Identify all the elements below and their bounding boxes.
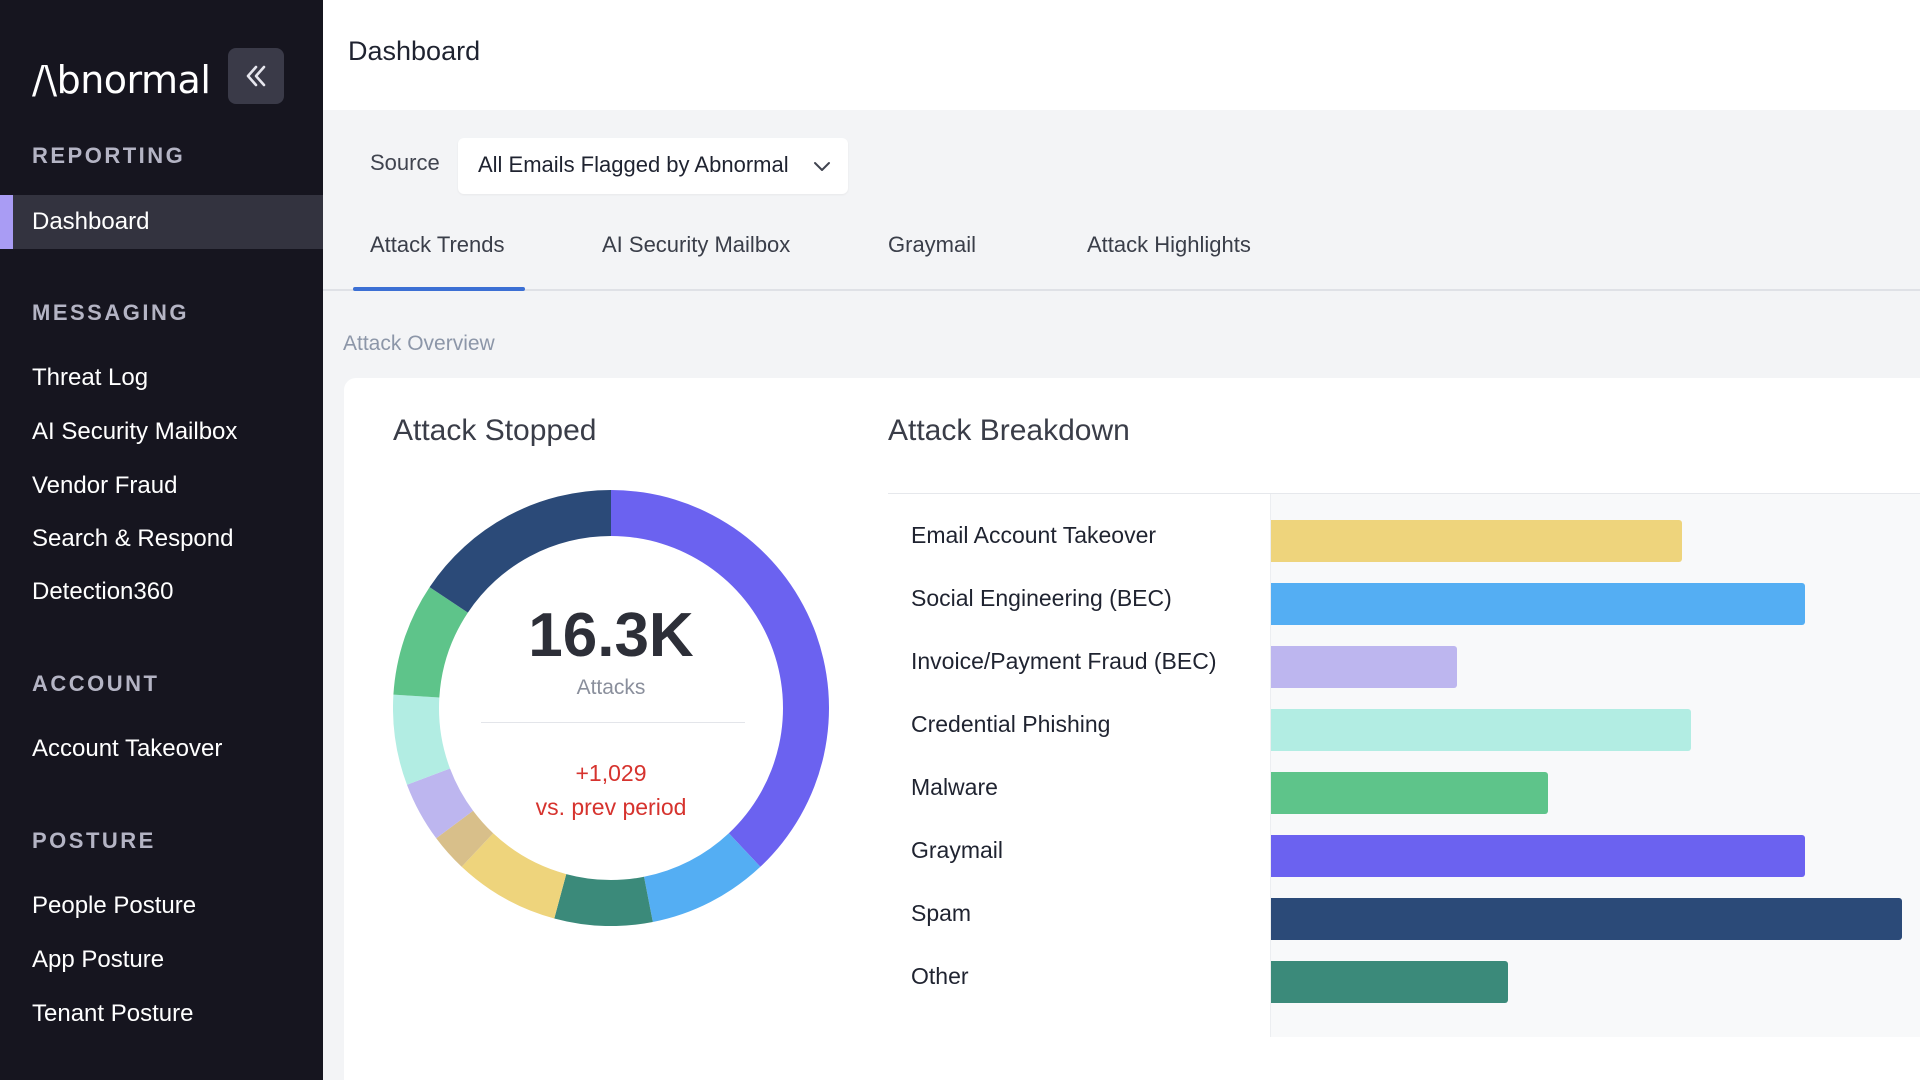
breakdown-bar-spam bbox=[1271, 898, 1902, 940]
tab-graymail[interactable]: Graymail bbox=[888, 232, 977, 257]
breakdown-label-other: Other bbox=[911, 963, 969, 989]
breakdown-bar-email-account-takeover bbox=[1271, 520, 1682, 562]
logo-row: /\bnormal bbox=[32, 48, 292, 112]
source-dropdown-value: All Emails Flagged by Abnormal bbox=[478, 152, 789, 177]
section-label-posture: POSTURE bbox=[32, 828, 156, 853]
section-heading-attack-overview: Attack Overview bbox=[343, 332, 495, 355]
tab-bar: Attack Trends AI Security Mailbox Grayma… bbox=[323, 225, 1920, 291]
tab-ai-security-mailbox[interactable]: AI Security Mailbox bbox=[602, 232, 791, 257]
section-label-reporting: REPORTING bbox=[32, 143, 186, 168]
donut-slice-unknown bbox=[436, 810, 494, 867]
sidebar-item-ai-security-mailbox[interactable]: AI Security Mailbox bbox=[32, 418, 238, 445]
donut-slice-email-account-takeover bbox=[461, 833, 567, 919]
donut-slice-spam bbox=[429, 490, 611, 613]
attacks-total-label: Attacks bbox=[576, 676, 646, 699]
sidebar-item-account-takeover[interactable]: Account Takeover bbox=[32, 735, 223, 762]
sidebar-item-people-posture[interactable]: People Posture bbox=[32, 892, 197, 919]
breakdown-top-divider bbox=[888, 493, 1920, 494]
sidebar-item-dashboard[interactable]: Dashboard bbox=[0, 195, 323, 249]
sidebar-item-search-respond[interactable]: Search & Respond bbox=[32, 525, 234, 552]
breakdown-bar-credential-phishing bbox=[1271, 709, 1691, 751]
breakdown-bar-graymail bbox=[1271, 835, 1805, 877]
sidebar: /\bnormal REPORTING Dashboard MESSAGING … bbox=[0, 0, 323, 1080]
donut-slice-other bbox=[554, 874, 653, 926]
breakdown-label-graymail: Graymail bbox=[911, 837, 1004, 863]
breakdown-bar-malware bbox=[1271, 772, 1548, 814]
collapse-sidebar-button[interactable] bbox=[228, 48, 284, 104]
breakdown-label-credential-phishing: Credential Phishing bbox=[911, 711, 1111, 737]
sidebar-item-detection360[interactable]: Detection360 bbox=[32, 578, 174, 605]
source-dropdown[interactable]: All Emails Flagged by Abnormal bbox=[458, 138, 848, 194]
sidebar-item-threat-log[interactable]: Threat Log bbox=[32, 364, 149, 391]
abnormal-logo: /\bnormal bbox=[32, 58, 211, 102]
donut-slice-malware bbox=[393, 587, 468, 698]
tab-attack-trends[interactable]: Attack Trends bbox=[370, 232, 505, 257]
sidebar-item-app-posture[interactable]: App Posture bbox=[32, 946, 165, 973]
attacks-change-value: +1,029 bbox=[575, 760, 647, 786]
donut-slice-invoice-payment-fraud-bec bbox=[406, 768, 474, 839]
section-label-account: ACCOUNT bbox=[32, 671, 160, 696]
breakdown-label-invoice-payment-fraud-bec: Invoice/Payment Fraud (BEC) bbox=[911, 648, 1217, 674]
donut-slice-credential-phishing bbox=[393, 694, 451, 785]
donut-slice-social-engineering-bec bbox=[644, 833, 761, 922]
tab-attack-highlights[interactable]: Attack Highlights bbox=[1087, 232, 1251, 257]
breakdown-bar-invoice-payment-fraud-bec bbox=[1271, 646, 1457, 688]
sidebar-item-tenant-posture[interactable]: Tenant Posture bbox=[32, 1000, 194, 1027]
breakdown-label-email-account-takeover: Email Account Takeover bbox=[911, 522, 1157, 548]
breakdown-label-malware: Malware bbox=[911, 774, 998, 800]
page-title: Dashboard bbox=[348, 36, 481, 66]
chevron-down-icon bbox=[814, 162, 830, 171]
breakdown-label-social-engineering-bec: Social Engineering (BEC) bbox=[911, 585, 1172, 611]
breakdown-bar-social-engineering-bec bbox=[1271, 583, 1805, 625]
breakdown-plot-area bbox=[1270, 494, 1920, 1037]
attack-stopped-donut-chart bbox=[393, 490, 829, 926]
double-chevron-left-icon bbox=[246, 65, 266, 87]
donut-divider bbox=[481, 722, 745, 723]
top-header: Dashboard bbox=[323, 0, 1920, 110]
attack-breakdown-title: Attack Breakdown bbox=[888, 414, 1130, 447]
source-label: Source bbox=[370, 150, 440, 175]
active-tab-indicator bbox=[353, 287, 525, 291]
sidebar-item-vendor-fraud[interactable]: Vendor Fraud bbox=[32, 472, 178, 499]
attacks-total-value: 16.3K bbox=[528, 601, 694, 670]
breakdown-bar-other bbox=[1271, 961, 1508, 1003]
attacks-change-label: vs. prev period bbox=[535, 794, 687, 820]
attack-stopped-title: Attack Stopped bbox=[393, 414, 597, 447]
breakdown-label-spam: Spam bbox=[911, 900, 972, 926]
section-label-messaging: MESSAGING bbox=[32, 300, 189, 325]
donut-slice-graymail bbox=[611, 490, 829, 867]
